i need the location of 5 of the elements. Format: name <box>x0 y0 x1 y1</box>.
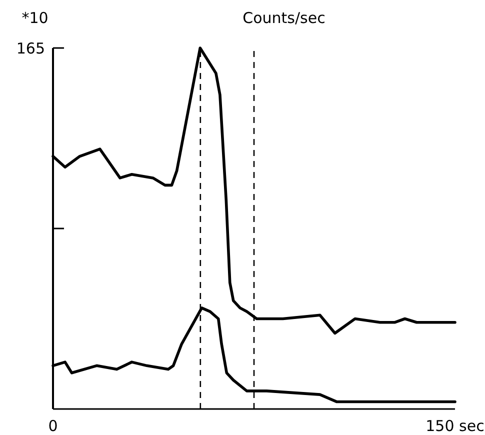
text: 165 <box>16 39 45 58</box>
x-tick-label: 0 <box>48 417 58 435</box>
chart-title: Counts/sec <box>242 9 326 27</box>
y-axis-title: *10 <box>22 9 48 27</box>
x-tick-label: 150 sec <box>426 417 484 435</box>
